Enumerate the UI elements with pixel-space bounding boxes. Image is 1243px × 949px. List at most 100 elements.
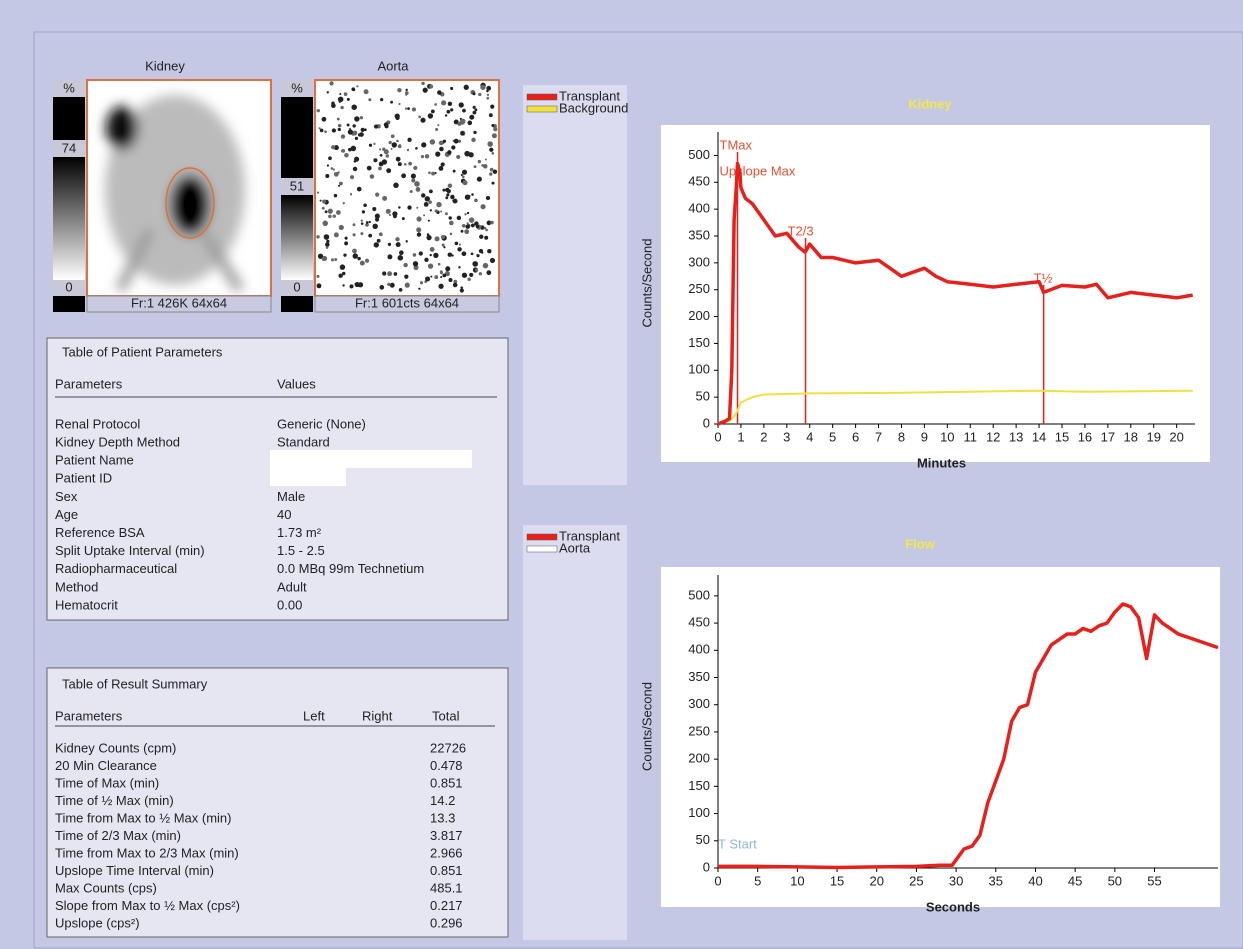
noise-dot [320, 129, 324, 133]
table-cell: 13.3 [430, 810, 455, 825]
table-cell: 0.851 [430, 863, 463, 878]
noise-dot [471, 224, 475, 228]
table-cell: 0.217 [430, 898, 463, 913]
noise-dot [420, 118, 425, 123]
noise-dot [467, 222, 469, 224]
x-tick-label: 14 [1032, 429, 1046, 444]
table-cell: Upslope Time Interval (min) [55, 863, 214, 878]
noise-dot [417, 232, 421, 236]
noise-dot [459, 243, 461, 245]
table-cell: Sex [55, 489, 78, 504]
noise-dot [438, 263, 441, 266]
scale-label: 0 [65, 279, 72, 294]
x-tick-label: 2 [760, 429, 767, 444]
noise-dot [365, 259, 369, 263]
noise-dot [437, 90, 442, 95]
noise-dot [322, 221, 328, 227]
table-cell: Standard [277, 435, 330, 450]
noise-dot [431, 110, 435, 114]
noise-dot [363, 204, 367, 208]
noise-dot [396, 157, 401, 162]
noise-dot [319, 127, 321, 129]
noise-dot [328, 215, 332, 219]
y-tick-label: 50 [696, 832, 710, 847]
noise-dot [399, 250, 404, 255]
noise-dot [344, 153, 349, 158]
noise-dot [398, 206, 400, 208]
table-cell: Radiopharmaceutical [55, 561, 177, 576]
noise-dot [454, 139, 459, 144]
noise-dot [389, 141, 392, 144]
scale-label: 51 [290, 178, 304, 193]
noise-dot [353, 223, 356, 226]
noise-dot [333, 168, 335, 170]
noise-dot [347, 123, 350, 126]
noise-dot [344, 241, 348, 245]
x-tick-label: 16 [1078, 429, 1092, 444]
noise-dot [486, 90, 488, 92]
table-cell: Patient ID [55, 471, 112, 486]
noise-dot [419, 251, 423, 255]
noise-dot [337, 118, 340, 121]
x-tick-label: 19 [1146, 429, 1160, 444]
x-tick-label: 15 [830, 873, 844, 888]
noise-dot [410, 190, 413, 193]
scale-black [281, 296, 313, 312]
noise-dot [476, 254, 479, 257]
noise-dot [427, 233, 430, 236]
noise-dot [485, 158, 487, 160]
noise-dot [339, 182, 343, 186]
noise-dot [418, 116, 421, 119]
noise-dot [342, 272, 345, 275]
scale-gradient [53, 157, 85, 280]
noise-dot [441, 100, 446, 105]
noise-dot [339, 225, 344, 230]
noise-dot [377, 239, 381, 243]
x-tick-label: 18 [1124, 429, 1138, 444]
noise-dot [416, 227, 421, 232]
noise-dot [435, 209, 438, 212]
noise-dot [430, 247, 435, 252]
noise-dot [486, 97, 489, 100]
noise-dot [356, 85, 358, 87]
table-cell: 0.0 MBq 99m Technetium [277, 561, 424, 576]
noise-dot [440, 210, 442, 212]
annotation: TMax [720, 137, 753, 152]
noise-dot [373, 158, 377, 162]
noise-dot [373, 224, 378, 229]
y-tick-label: 400 [688, 201, 710, 216]
table-cell: Adult [277, 579, 307, 594]
noise-dot [431, 172, 435, 176]
noise-dot [338, 185, 340, 187]
x-tick-label: 11 [964, 429, 978, 444]
noise-dot [413, 261, 418, 266]
noise-dot [325, 174, 329, 178]
noise-dot [491, 259, 494, 262]
noise-dot [394, 272, 398, 276]
table-cell: 40 [277, 507, 291, 522]
noise-dot [364, 89, 369, 94]
noise-dot [483, 263, 488, 268]
noise-dot [445, 114, 447, 116]
x-tick-label: 1 [737, 429, 744, 444]
table-cell: 3.817 [430, 828, 463, 843]
x-tick-label: 13 [1009, 429, 1023, 444]
noise-dot [384, 149, 389, 154]
noise-dot [398, 255, 404, 261]
noise-dot [446, 110, 450, 114]
table-cell: Male [277, 489, 305, 504]
noise-dot [390, 283, 395, 288]
noise-dot [421, 82, 424, 85]
noise-dot [487, 141, 493, 147]
noise-dot [340, 264, 345, 269]
noise-dot [429, 190, 433, 194]
noise-dot [424, 258, 428, 262]
x-tick-label: 10 [790, 873, 804, 888]
noise-dot [414, 181, 420, 187]
noise-dot [421, 193, 425, 197]
noise-dot [490, 168, 494, 172]
noise-dot [327, 91, 329, 93]
noise-dot [349, 284, 353, 288]
noise-dot [350, 193, 352, 195]
y-tick-label: 300 [688, 696, 710, 711]
